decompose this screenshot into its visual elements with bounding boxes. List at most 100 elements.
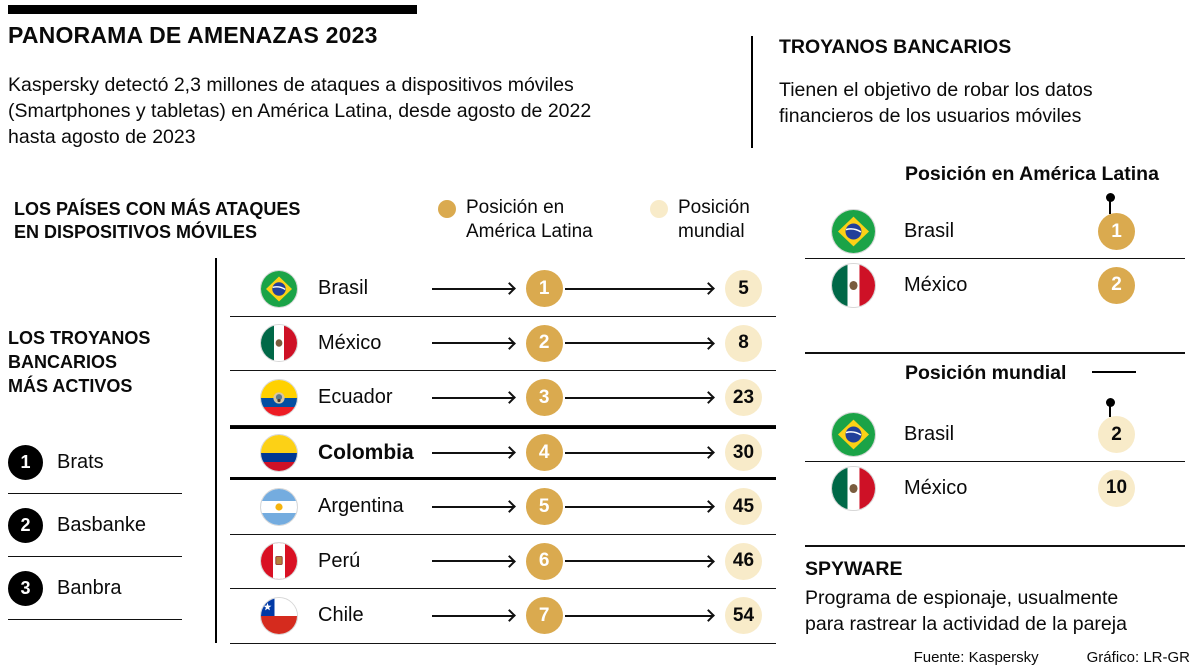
spyware-section-title: SPYWARE	[805, 558, 903, 580]
section-divider-line	[805, 352, 1185, 354]
country-name: Perú	[318, 549, 361, 572]
connector-dot-icon	[1106, 193, 1115, 202]
arrow-connector	[564, 554, 715, 568]
trojan-list-item: 3 Banbra	[8, 557, 182, 620]
trojan-list-item: 1 Brats	[8, 431, 182, 494]
arrow-connector	[432, 554, 516, 568]
latam-position-badge: 3	[525, 379, 563, 417]
connector-stem	[1109, 201, 1111, 214]
connector-stem	[1109, 406, 1111, 417]
rank-row-mexico: México 10	[805, 461, 1185, 514]
latam-position-badge: 7	[525, 597, 563, 635]
peru-flag-icon	[260, 542, 298, 581]
country-name: Brasil	[318, 277, 369, 300]
mexico-flag-icon	[831, 262, 876, 308]
argentina-flag-icon	[260, 487, 298, 526]
arrow-connector	[564, 446, 715, 460]
arrow-connector	[432, 500, 516, 514]
world-position-badge: 23	[725, 379, 762, 417]
world-legend-dot-icon	[650, 200, 668, 218]
country-name: Chile	[318, 604, 364, 627]
arrow-connector	[564, 391, 715, 405]
country-name: Argentina	[318, 495, 404, 518]
mexico-flag-icon	[260, 324, 298, 363]
world-position-badge: 46	[725, 542, 762, 580]
arrow-connector	[564, 500, 715, 514]
world-position-badge: 8	[725, 324, 762, 362]
brazil-flag-icon	[260, 269, 298, 308]
footer: Fuente: Kaspersky Gráfico: LR-GR	[914, 649, 1190, 666]
arrow-connector	[432, 391, 516, 405]
colombia-flag-icon	[260, 433, 298, 472]
country-row-chile: Chile 7 54	[230, 589, 776, 644]
trojan-name: Banbra	[57, 576, 122, 599]
country-name: Colombia	[318, 440, 414, 464]
graphic-credit: Gráfico: LR-GR	[1086, 649, 1190, 666]
latam-position-title: Posición en América Latina	[905, 163, 1159, 185]
arrow-connector	[564, 609, 715, 623]
legend-item-latam: Posición en América Latina	[438, 196, 593, 244]
active-trojans-list: 1 Brats 2 Basbanke 3 Banbra	[8, 431, 182, 620]
header-divider-line	[751, 36, 753, 148]
latam-position-badge: 4	[525, 434, 563, 472]
countries-section-title: LOS PAÍSES CON MÁS ATAQUES EN DISPOSITIV…	[14, 199, 301, 243]
source-credit: Fuente: Kaspersky	[913, 649, 1039, 666]
brazil-flag-icon	[831, 209, 876, 254]
arrow-connector	[432, 336, 516, 350]
country-row-mexico: México 2 8	[230, 317, 776, 371]
title-accent-bar	[8, 5, 417, 14]
country-name: México	[318, 331, 382, 354]
latam-position-badge: 1	[1098, 213, 1135, 250]
country-name: Brasil	[904, 423, 955, 445]
brazil-flag-icon	[831, 412, 876, 457]
country-name: Brasil	[904, 220, 955, 242]
country-name: Ecuador	[318, 386, 393, 409]
chile-flag-icon	[260, 596, 298, 635]
world-legend-label: Posición mundial	[678, 197, 750, 242]
connector-dot-icon	[1106, 398, 1115, 407]
trojan-rank-badge: 2	[8, 507, 43, 543]
arrow-connector	[432, 282, 516, 296]
latam-position-badge: 5	[525, 488, 563, 526]
rank-row-brasil: Brasil 1	[805, 205, 1185, 258]
mexico-flag-icon	[831, 465, 876, 511]
trojan-list-item: 2 Basbanke	[8, 494, 182, 557]
page-title: PANORAMA DE AMENAZAS 2023	[8, 22, 378, 48]
world-position-title: Posición mundial	[905, 362, 1067, 384]
rank-row-brasil: Brasil 2	[805, 408, 1185, 461]
country-row-brasil: Brasil 1 5	[230, 262, 776, 317]
country-name: México	[904, 273, 968, 296]
banking-trojans-description: Tienen el objetivo de robar los datos fi…	[779, 79, 1093, 127]
world-ranking-group: Brasil 2 México 10	[805, 408, 1185, 514]
country-row-peru: Perú 6 46	[230, 535, 776, 589]
world-position-badge: 2	[1098, 416, 1135, 453]
section-divider-line	[805, 545, 1185, 547]
country-row-ecuador: Ecuador 3 23	[230, 371, 776, 426]
ecuador-flag-icon	[260, 378, 298, 417]
active-trojans-title: LOS TROYANOS BANCARIOS MÁS ACTIVOS	[8, 328, 151, 396]
banking-trojans-section-title: TROYANOS BANCARIOS	[779, 36, 1012, 58]
world-position-badge: 54	[725, 597, 762, 635]
trojan-name: Basbanke	[57, 513, 146, 536]
latam-position-badge: 1	[525, 270, 563, 308]
trojan-name: Brats	[57, 450, 104, 473]
latam-position-badge: 2	[525, 324, 563, 362]
intro-text: Kaspersky detectó 2,3 millones de ataque…	[8, 74, 592, 148]
arrow-connector	[432, 446, 516, 460]
latam-legend-label: Posición en América Latina	[466, 197, 593, 242]
rank-row-mexico: México 2	[805, 258, 1185, 311]
world-position-badge: 45	[725, 488, 762, 526]
country-row-colombia: Colombia 4 30	[230, 425, 776, 480]
arrow-connector	[564, 336, 715, 350]
arrow-connector	[432, 609, 516, 623]
country-row-argentina: Argentina 5 45	[230, 480, 776, 535]
spyware-description: Programa de espionaje, usualmente para r…	[805, 587, 1127, 635]
arrow-connector	[564, 282, 715, 296]
latam-position-badge: 6	[525, 542, 563, 580]
trojan-rank-badge: 3	[8, 570, 43, 606]
sidebar-divider-line	[215, 258, 217, 643]
country-name: México	[904, 476, 968, 499]
world-position-badge: 30	[725, 434, 762, 472]
latam-ranking-group: Brasil 1 México 2	[805, 205, 1185, 311]
